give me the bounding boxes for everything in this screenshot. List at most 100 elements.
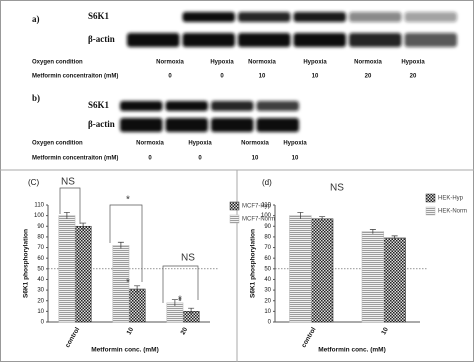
blot-row-label: β-actin: [88, 119, 115, 129]
y-tick-label: 110: [34, 203, 44, 209]
y-tick-label: 90: [264, 224, 271, 230]
oxygen-condition: Normoxia: [136, 141, 164, 147]
x-tick-label: control: [64, 326, 81, 349]
y-tick-label: 60: [264, 256, 271, 262]
blot-band: [349, 33, 402, 47]
bracket: [162, 265, 199, 303]
y-tick-label: 80: [37, 234, 44, 240]
row-label: Oxygen condition: [32, 141, 83, 147]
y-axis-label: S6K1 phosphorylation: [23, 229, 30, 298]
y-tick-label: 0: [268, 320, 272, 326]
metformin-conc: 10: [312, 74, 319, 80]
legend-label: HEK-Norm: [438, 209, 467, 215]
error-bar: [117, 241, 124, 249]
oxygen-condition: Hypoxia: [210, 60, 234, 66]
blot-band: [238, 12, 291, 22]
metformin-conc: 10: [259, 74, 266, 80]
annotation: *: [126, 278, 130, 289]
y-tick-label: 80: [264, 234, 271, 240]
bar: [289, 215, 312, 323]
oxygen-condition: Hypoxia: [188, 141, 212, 147]
x-axis-label: Metformin conc. (mM): [318, 347, 386, 354]
error-bar: [188, 307, 195, 315]
row-label: Metformin concentraiton (mM): [32, 156, 118, 162]
bracket: [59, 187, 81, 224]
x-tick-label: 20: [180, 326, 190, 336]
annotation: *: [178, 297, 182, 308]
bar: [361, 231, 385, 323]
metformin-conc: 0: [220, 74, 224, 80]
blot-band: [182, 12, 235, 22]
chart-title: (C): [28, 178, 39, 187]
oxygen-condition: Normoxia: [241, 141, 269, 147]
legend-label: MCF7-Norm: [242, 217, 275, 223]
bar: [74, 225, 92, 323]
y-tick-label: 0: [41, 320, 45, 326]
metformin-conc: 0: [168, 74, 172, 80]
y-tick-label: 30: [37, 288, 44, 294]
blot-band: [165, 118, 208, 132]
metformin-conc: 0: [148, 156, 152, 162]
blot-row-label: S6K1: [88, 11, 110, 21]
blot-band: [404, 33, 457, 47]
bar: [58, 215, 76, 323]
blot-band: [165, 101, 208, 111]
metformin-conc: 10: [292, 156, 299, 162]
blot-band: [293, 33, 346, 47]
oxygen-condition: Hypoxia: [303, 60, 327, 66]
blot-band: [349, 12, 402, 22]
y-tick-label: 100: [261, 213, 272, 219]
y-tick-label: 100: [34, 213, 45, 219]
blot-band: [211, 118, 254, 132]
bar: [310, 218, 334, 323]
oxygen-condition: Hypoxia: [401, 60, 425, 66]
bar: [383, 237, 406, 323]
blot-row-label: β-actin: [88, 34, 115, 44]
y-tick-label: 70: [264, 245, 271, 251]
blot-band: [127, 12, 180, 22]
row-label: Oxygen condition: [32, 60, 83, 66]
legend-label: MCF7-Hyp: [242, 204, 272, 210]
y-tick-label: 10: [37, 309, 44, 315]
y-tick-label: 50: [264, 266, 271, 272]
legend-swatch: [425, 193, 436, 203]
blot-band: [211, 101, 254, 111]
y-tick-label: 50: [37, 266, 44, 272]
oxygen-condition: Normoxia: [354, 60, 382, 66]
y-tick-label: 20: [37, 298, 44, 304]
y-tick-label: 70: [37, 245, 44, 251]
blot-band: [293, 12, 346, 22]
error-bar: [391, 235, 398, 241]
y-tick-label: 40: [264, 277, 271, 283]
x-axis-label: Metformin conc. (mM): [91, 347, 159, 354]
bracket: [109, 204, 143, 282]
metformin-conc: 20: [365, 74, 372, 80]
oxygen-condition: Normoxia: [156, 60, 184, 66]
error-bar: [297, 212, 304, 219]
legend-swatch: [425, 206, 436, 216]
error-bar: [171, 299, 178, 307]
panel-label: b): [32, 93, 40, 103]
blot-band: [182, 33, 235, 47]
blot-band: [120, 118, 163, 132]
blot-band: [120, 101, 163, 111]
y-tick-label: 60: [37, 256, 44, 262]
panel-label: a): [32, 14, 40, 24]
chart-title: (d): [262, 178, 272, 187]
legend-label: HEK-Hyp: [438, 196, 464, 202]
metformin-conc: 20: [410, 74, 417, 80]
y-tick-label: 20: [264, 298, 271, 304]
y-tick-label: 110: [261, 203, 271, 209]
error-bar: [63, 212, 70, 219]
oxygen-condition: Normoxia: [248, 60, 276, 66]
y-tick-label: 10: [264, 309, 271, 315]
error-bar: [80, 222, 87, 230]
blot-row-label: S6K1: [88, 100, 110, 110]
blot-band: [127, 33, 180, 47]
row-label: Metformin concentraiton (mM): [32, 74, 118, 80]
bar: [128, 288, 146, 323]
blot-band: [404, 12, 457, 22]
x-tick-label: 10: [380, 326, 390, 336]
x-tick-label: control: [300, 326, 317, 349]
